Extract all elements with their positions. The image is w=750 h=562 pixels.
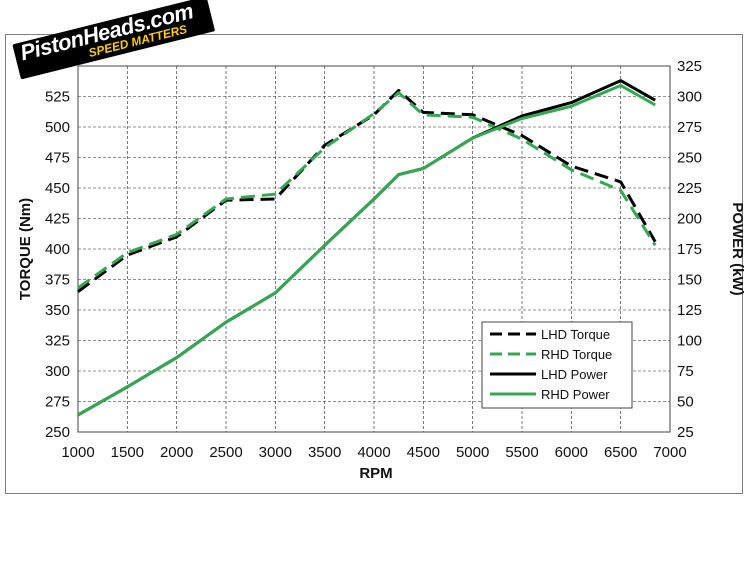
right-tick-label: 225 [677, 180, 702, 197]
x-tick-label: 1000 [61, 444, 94, 461]
right-tick-label: 25 [677, 424, 694, 441]
x-tick-label: 7000 [653, 444, 686, 461]
right-tick-label: 50 [677, 394, 694, 411]
series-layer [77, 79, 657, 417]
legend-label: RHD Torque [541, 347, 612, 362]
right-axis-title: POWER (kW) [729, 202, 746, 295]
left-tick-label: 250 [45, 424, 70, 441]
left-tick-label: 325 [45, 333, 70, 350]
x-axis-title: RPM [359, 465, 392, 482]
x-tick-label: 6000 [555, 444, 588, 461]
right-tick-label: 150 [677, 272, 702, 289]
x-tick-label: 6500 [604, 444, 637, 461]
right-tick-label: 250 [677, 150, 702, 167]
plot-area-border [77, 65, 671, 433]
right-axis-ticks: 25 50 75 100 125 150 175 200 225 250 275 300 325 [677, 58, 702, 441]
x-tick-label: 5500 [505, 444, 538, 461]
left-tick-label: 300 [45, 363, 70, 380]
right-tick-label: 100 [677, 333, 702, 350]
x-tick-label: 3000 [259, 444, 292, 461]
right-tick-label: 275 [677, 119, 702, 136]
left-tick-label: 350 [45, 302, 70, 319]
x-tick-label: 2500 [209, 444, 242, 461]
series-rhd-torque [77, 91, 657, 290]
legend-label: LHD Torque [541, 327, 610, 342]
right-tick-label: 325 [677, 58, 702, 75]
x-tick-label: 3500 [308, 444, 341, 461]
left-tick-label: 475 [45, 150, 70, 167]
x-tick-label: 4500 [407, 444, 440, 461]
left-tick-label: 275 [45, 394, 70, 411]
left-tick-label: 425 [45, 211, 70, 228]
series-lhd-torque [77, 88, 657, 293]
legend-label: LHD Power [541, 367, 608, 382]
x-axis-ticks: 1000 1500 2000 2500 3000 3500 4000 4500 5000 5500… [61, 444, 686, 461]
left-tick-label: 375 [45, 272, 70, 289]
legend: LHD Torque RHD Torque LHD Power RHD Power [481, 321, 633, 409]
right-tick-label: 125 [677, 302, 702, 319]
x-tick-label: 4000 [357, 444, 390, 461]
right-tick-label: 300 [677, 89, 702, 106]
left-tick-label: 500 [45, 119, 70, 136]
left-axis-ticks: 250 275 300 325 350 375 400 425 450 475 500 525 [45, 89, 70, 442]
x-tick-label: 1500 [111, 444, 144, 461]
left-tick-label: 525 [45, 89, 70, 106]
left-axis-title: TORQUE (Nm) [17, 198, 34, 300]
x-tick-label: 5000 [456, 444, 489, 461]
right-tick-label: 75 [677, 363, 694, 380]
series-rhd-power [77, 84, 656, 417]
left-tick-label: 450 [45, 180, 70, 197]
x-tick-label: 2000 [160, 444, 193, 461]
right-tick-label: 175 [677, 241, 702, 258]
legend-label: RHD Power [541, 387, 610, 402]
right-tick-label: 200 [677, 211, 702, 228]
left-tick-label: 400 [45, 241, 70, 258]
